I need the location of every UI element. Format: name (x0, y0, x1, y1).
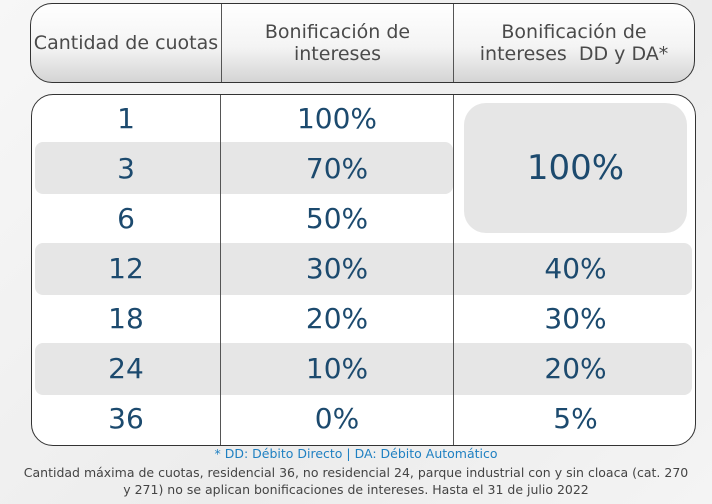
header-bonificacion: Bonificación de intereses (264, 21, 411, 65)
row-shade (35, 343, 692, 395)
cuotas-cell: 6 (117, 201, 135, 235)
bonificacion-cell: 100% (296, 101, 378, 135)
bonificacion-cell: 50% (305, 201, 369, 235)
note: Cantidad máxima de cuotas, residencial 3… (23, 465, 689, 497)
table-header: Cantidad de cuotas Bonificación de inter… (30, 3, 695, 83)
cuotas-cell: 18 (108, 301, 144, 335)
bonificacion-cell: 70% (305, 151, 369, 185)
bonificacion-dd-cell: 20% (544, 351, 607, 385)
divider (221, 4, 222, 82)
bonificacion-cell: 0% (314, 401, 360, 435)
bonificacion-dd-cell: 30% (544, 301, 607, 335)
bonificacion-dd-cell: 40% (544, 251, 607, 285)
header-bonificacion-dd-da: Bonificación de intereses DD y DA* (479, 21, 669, 65)
merged-cell-bg (464, 103, 687, 233)
cuotas-cell: 12 (108, 251, 144, 285)
table-body: 1 100% 3 70% 6 50% 12 30% 40% 18 20% 30% 24 10% 20% 36 0… (31, 94, 696, 446)
row-shade (35, 142, 453, 194)
bonificacion-cell: 20% (305, 301, 369, 335)
cuotas-cell: 1 (117, 101, 135, 135)
divider (453, 95, 454, 445)
header-cantidad-cuotas: Cantidad de cuotas (33, 32, 219, 54)
divider (220, 95, 221, 445)
divider (453, 4, 454, 82)
bonificacion-cell: 10% (305, 351, 369, 385)
cuotas-cell: 24 (108, 351, 144, 385)
cuotas-cell: 3 (117, 151, 135, 185)
bonificacion-cell: 30% (305, 251, 369, 285)
cuotas-cell: 36 (108, 401, 144, 435)
merged-dd-value: 100% (526, 148, 625, 188)
bonificacion-dd-cell: 5% (553, 401, 598, 435)
row-shade (35, 243, 692, 295)
footnote: * DD: Débito Directo | DA: Débito Automá… (214, 446, 498, 461)
